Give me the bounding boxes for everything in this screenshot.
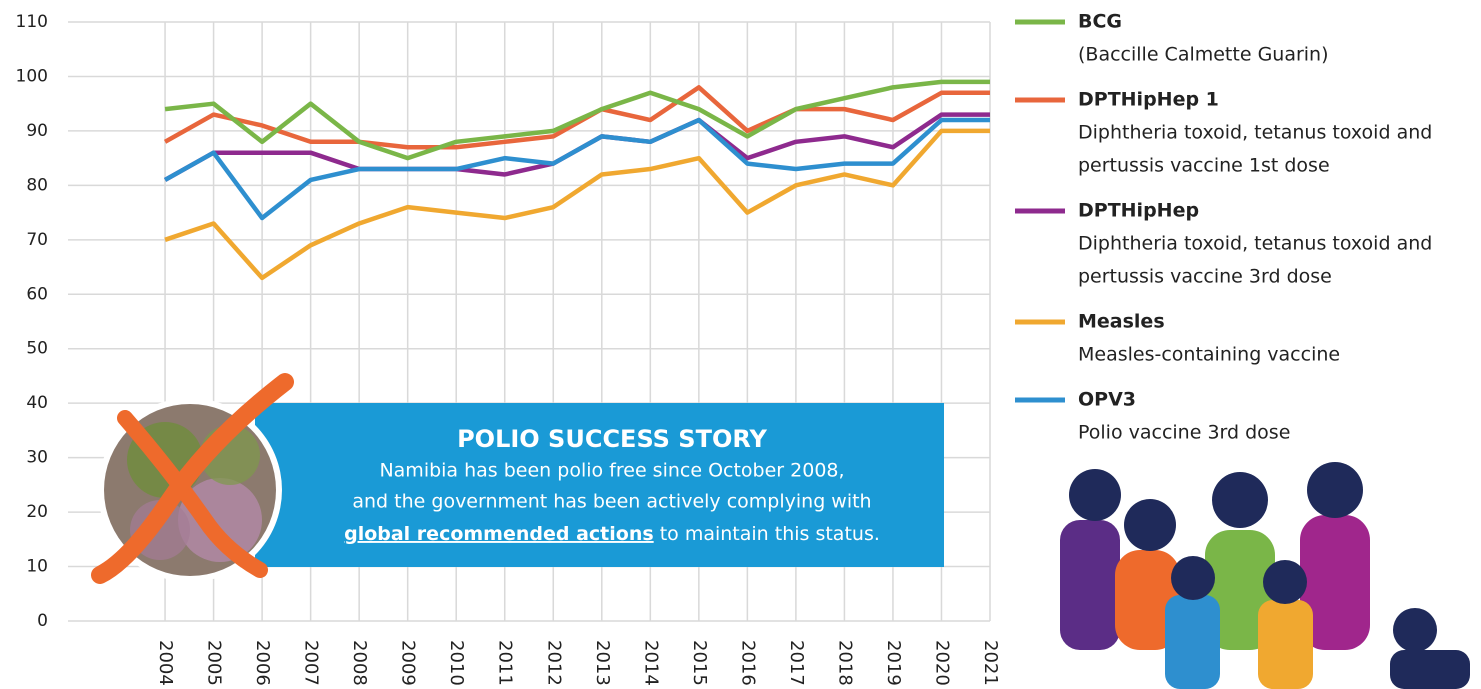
cross-mark <box>117 410 268 578</box>
x-tick-label: 2011 <box>495 640 516 686</box>
x-tick-label: 2013 <box>592 640 613 686</box>
x-tick-label: 2007 <box>301 640 322 686</box>
x-tick-label: 2014 <box>640 640 661 686</box>
plot: 0 10 20 30 40 50 60 70 80 90 100 110 2004 2005 2006 200… <box>16 12 1001 686</box>
y-tick-label: 30 <box>26 448 48 468</box>
y-tick-label: 60 <box>26 284 48 304</box>
y-tick-label: 40 <box>26 393 48 413</box>
legend-description: pertussis vaccine 3rd dose <box>1078 266 1332 288</box>
x-tick-label: 2018 <box>834 640 855 686</box>
legend-label: OPV3 <box>1078 389 1136 411</box>
legend-label: DPTHipHep 1 <box>1078 89 1219 111</box>
x-tick-label: 2009 <box>398 640 419 686</box>
callout-title: POLIO SUCCESS STORY <box>457 425 767 453</box>
legend-description: Diphtheria toxoid, tetanus toxoid and <box>1078 233 1432 255</box>
series-line <box>163 85 990 150</box>
series-line <box>163 117 990 221</box>
x-tick-label: 2008 <box>349 640 370 686</box>
x-tick-label: 2017 <box>786 640 807 686</box>
legend-description: Measles-containing vaccine <box>1078 344 1340 366</box>
x-tick-label: 2005 <box>204 640 225 686</box>
x-tick-label: 2012 <box>543 640 564 686</box>
y-tick-label: 80 <box>26 175 48 195</box>
y-tick-label: 50 <box>26 339 48 359</box>
x-tick-label: 2021 <box>980 640 1001 686</box>
y-tick-label: 20 <box>26 502 48 522</box>
legend-description: pertussis vaccine 1st dose <box>1078 155 1330 177</box>
y-tick-label: 100 <box>16 66 48 86</box>
callout: POLIO SUCCESS STORY Namibia has been pol… <box>91 373 944 584</box>
y-tick-label: 110 <box>16 12 48 32</box>
legend-description: Polio vaccine 3rd dose <box>1078 422 1290 444</box>
legend-description: (Baccille Calmette Guarin) <box>1078 44 1329 66</box>
x-tick-label: 2015 <box>689 640 710 686</box>
y-tick-label: 70 <box>26 230 48 250</box>
legend-description: Diphtheria toxoid, tetanus toxoid and <box>1078 122 1432 144</box>
callout-text: and the government has been actively com… <box>352 491 871 513</box>
x-tick-label: 2010 <box>446 640 467 686</box>
y-tick-label: 90 <box>26 121 48 141</box>
callout-text: Namibia has been polio free since Octobe… <box>379 460 844 482</box>
y-tick-label: 0 <box>37 611 48 631</box>
people-illustration <box>1060 462 1470 689</box>
series-line <box>164 128 990 281</box>
legend-label: DPTHipHep <box>1078 200 1199 222</box>
legend-label: BCG <box>1078 11 1122 33</box>
legend-label: Measles <box>1078 311 1165 333</box>
callout-text: to maintain this status. <box>654 523 880 545</box>
series-line <box>164 79 990 161</box>
callout-text: global recommended actions to maintain t… <box>344 523 880 545</box>
x-tick-label: 2006 <box>252 640 273 686</box>
cross-mark <box>91 373 294 584</box>
legend: BCG (Baccille Calmette Guarin) DPTHipHep 1… <box>1015 11 1432 444</box>
x-tick-label: 2004 <box>155 640 176 686</box>
x-tick-label: 2019 <box>883 640 904 686</box>
callout-link[interactable]: global recommended actions <box>344 523 654 545</box>
y-tick-label: 10 <box>26 557 48 577</box>
x-tick-label: 2016 <box>737 640 758 686</box>
callout-box <box>255 403 944 567</box>
x-tick-label: 2020 <box>931 640 952 686</box>
